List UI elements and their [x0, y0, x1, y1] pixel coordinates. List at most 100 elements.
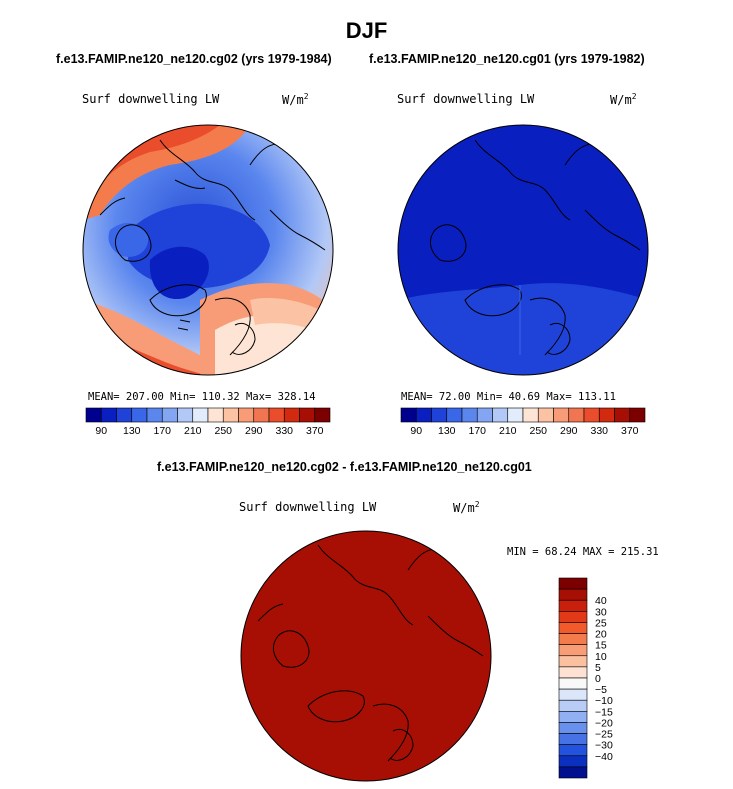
panel3-colorbar-swatch	[558, 666, 588, 679]
panel3-colorbar-swatch	[558, 633, 588, 645]
panel3-colorbar-swatch	[558, 622, 588, 634]
panel2-colorbar-tick-label: 130	[438, 425, 456, 437]
panel1-units: W/m2	[282, 92, 309, 107]
panel1-colorbar-swatch	[238, 407, 255, 423]
panel3-colorbar-swatch	[558, 677, 588, 690]
panel1-colorbar-swatch	[116, 407, 133, 423]
panel3-colorbar-tick-label: 30	[595, 606, 607, 618]
panel2-colorbar-swatch	[522, 407, 539, 423]
panel3-colorbar-swatch	[558, 611, 588, 623]
panel1-colorbar-swatch	[207, 407, 224, 423]
panel1-colorbar-swatch	[131, 407, 148, 423]
panel2-colorbar-swatch	[446, 407, 463, 423]
panel3-colorbar-tick-label: 25	[595, 617, 607, 629]
panel2-units-sup: 2	[631, 92, 637, 101]
panel1-colorbar-tick-label: 290	[245, 425, 263, 437]
panel1-colorbar-tick-label: 170	[153, 425, 171, 437]
panel2-colorbar: 90 130 170 210 250 290 330 370	[400, 407, 646, 437]
panel3-colorbar-tick-label: 40	[595, 595, 607, 607]
panel2-colorbar-swatch	[537, 407, 554, 423]
panel3-units: W/m2	[453, 500, 480, 515]
panel2-colorbar-swatch	[400, 407, 417, 423]
panel3-colorbar-tick-label: −5	[595, 684, 607, 696]
panel3-colorbar-tick-label: −30	[595, 740, 613, 752]
panel2-colorbar-swatch	[492, 407, 509, 423]
panel2-colorbar-tick-label: 250	[529, 425, 547, 437]
panel2-colorbar-swatch	[507, 407, 524, 423]
panel2-map	[397, 124, 649, 376]
panel3-colorbar-tick-label: 10	[595, 651, 607, 663]
panel1-colorbar-swatch	[314, 407, 331, 423]
panel3-colorbar-tick-label: 5	[595, 662, 601, 674]
panel3-colorbar-tick-label: 0	[595, 673, 601, 685]
panel3-colorbar-tick-label: −40	[595, 751, 613, 763]
panel2-colorbar-tick-label: 290	[560, 425, 578, 437]
panel1-variable: Surf downwelling LW	[82, 92, 220, 106]
panel2-header: f.e13.FAMIP.ne120_ne120.cg01 (yrs 1979-1…	[369, 52, 645, 66]
panel1-colorbar-swatch	[299, 407, 316, 423]
panel1-colorbar-swatch	[253, 407, 270, 423]
panel1-colorbar-swatch	[177, 407, 194, 423]
panel1-colorbar-swatch	[283, 407, 300, 423]
panel2-colorbar-swatch	[568, 407, 585, 423]
panel3-units-text: W/m	[453, 501, 475, 515]
panel1-colorbar-swatch	[268, 407, 285, 423]
panel2-colorbar-swatch	[614, 407, 631, 423]
panel3-colorbar-tick-label: 15	[595, 640, 607, 652]
panel2-colorbar-tick-label: 170	[468, 425, 486, 437]
panel3-colorbar-swatch	[558, 699, 588, 712]
panel3-colorbar-swatch	[558, 588, 588, 601]
panel1-colorbar-swatch	[222, 407, 239, 423]
panel1-colorbar-swatch	[146, 407, 163, 423]
panel1-header: f.e13.FAMIP.ne120_ne120.cg02 (yrs 1979-1…	[56, 52, 332, 66]
panel3-map	[240, 530, 492, 782]
panel2-colorbar-tick-label: 90	[410, 425, 422, 437]
panel3-colorbar-swatch	[558, 766, 588, 779]
panel3-colorbar-tick-label: −25	[595, 729, 613, 741]
panel1-colorbar: 90 130 170 210 250 290 330 370	[85, 407, 331, 437]
panel2-colorbar-swatch	[629, 407, 646, 423]
panel3-variable: Surf downwelling LW	[239, 500, 377, 514]
panel1-colorbar-swatch	[100, 407, 117, 423]
panel3-colorbar-tick-label: −20	[595, 717, 613, 729]
panel1-colorbar-tick-label: 90	[95, 425, 107, 437]
panel3-stats: MIN = 68.24 MAX = 215.31	[507, 546, 659, 558]
panel2-stats: MEAN= 72.00 Min= 40.69 Max= 113.11	[401, 391, 616, 403]
panel2-colorbar-swatch	[461, 407, 478, 423]
panel2-colorbar-swatch	[431, 407, 448, 423]
panel3-header: f.e13.FAMIP.ne120_ne120.cg02 - f.e13.FAM…	[157, 460, 532, 474]
panel3-colorbar-tick-label: 20	[595, 629, 607, 641]
panel3-colorbar-swatch	[558, 599, 588, 612]
panel3-units-sup: 2	[474, 500, 480, 509]
panel3-colorbar-swatch	[558, 744, 588, 757]
panel3-colorbar-swatch	[558, 733, 588, 745]
panel1-units-sup: 2	[303, 92, 309, 101]
panel1-colorbar-tick-label: 210	[184, 425, 202, 437]
panel3-colorbar-swatch	[558, 577, 588, 590]
panel2-colorbar-swatch	[598, 407, 615, 423]
panel1-colorbar-swatch	[192, 407, 209, 423]
panel1-units-text: W/m	[282, 93, 304, 107]
panel2-units-text: W/m	[610, 93, 632, 107]
panel3-colorbar-tick-label: −10	[595, 695, 613, 707]
panel3-colorbar-swatch	[558, 755, 588, 768]
panel2-colorbar-swatch	[476, 407, 493, 423]
panel2-colorbar-tick-label: 210	[499, 425, 517, 437]
figure-title: DJF	[345, 18, 388, 43]
panel2-colorbar-swatch	[553, 407, 570, 423]
panel2-colorbar-tick-label: 330	[590, 425, 608, 437]
panel2-colorbar-swatch	[415, 407, 432, 423]
panel3-colorbar-tick-label: −15	[595, 706, 613, 718]
panel2-units: W/m2	[610, 92, 637, 107]
panel3-colorbar-swatch	[558, 688, 588, 701]
panel1-colorbar-tick-label: 330	[275, 425, 293, 437]
panel2-variable: Surf downwelling LW	[397, 92, 535, 106]
panel2-colorbar-swatch	[583, 407, 600, 423]
panel3-colorbar-swatch	[558, 722, 588, 734]
panel1-colorbar-swatch	[85, 407, 102, 423]
panel1-map	[82, 124, 334, 376]
panel3-colorbar-swatch	[558, 644, 588, 657]
panel3-colorbar-swatch	[558, 711, 588, 723]
